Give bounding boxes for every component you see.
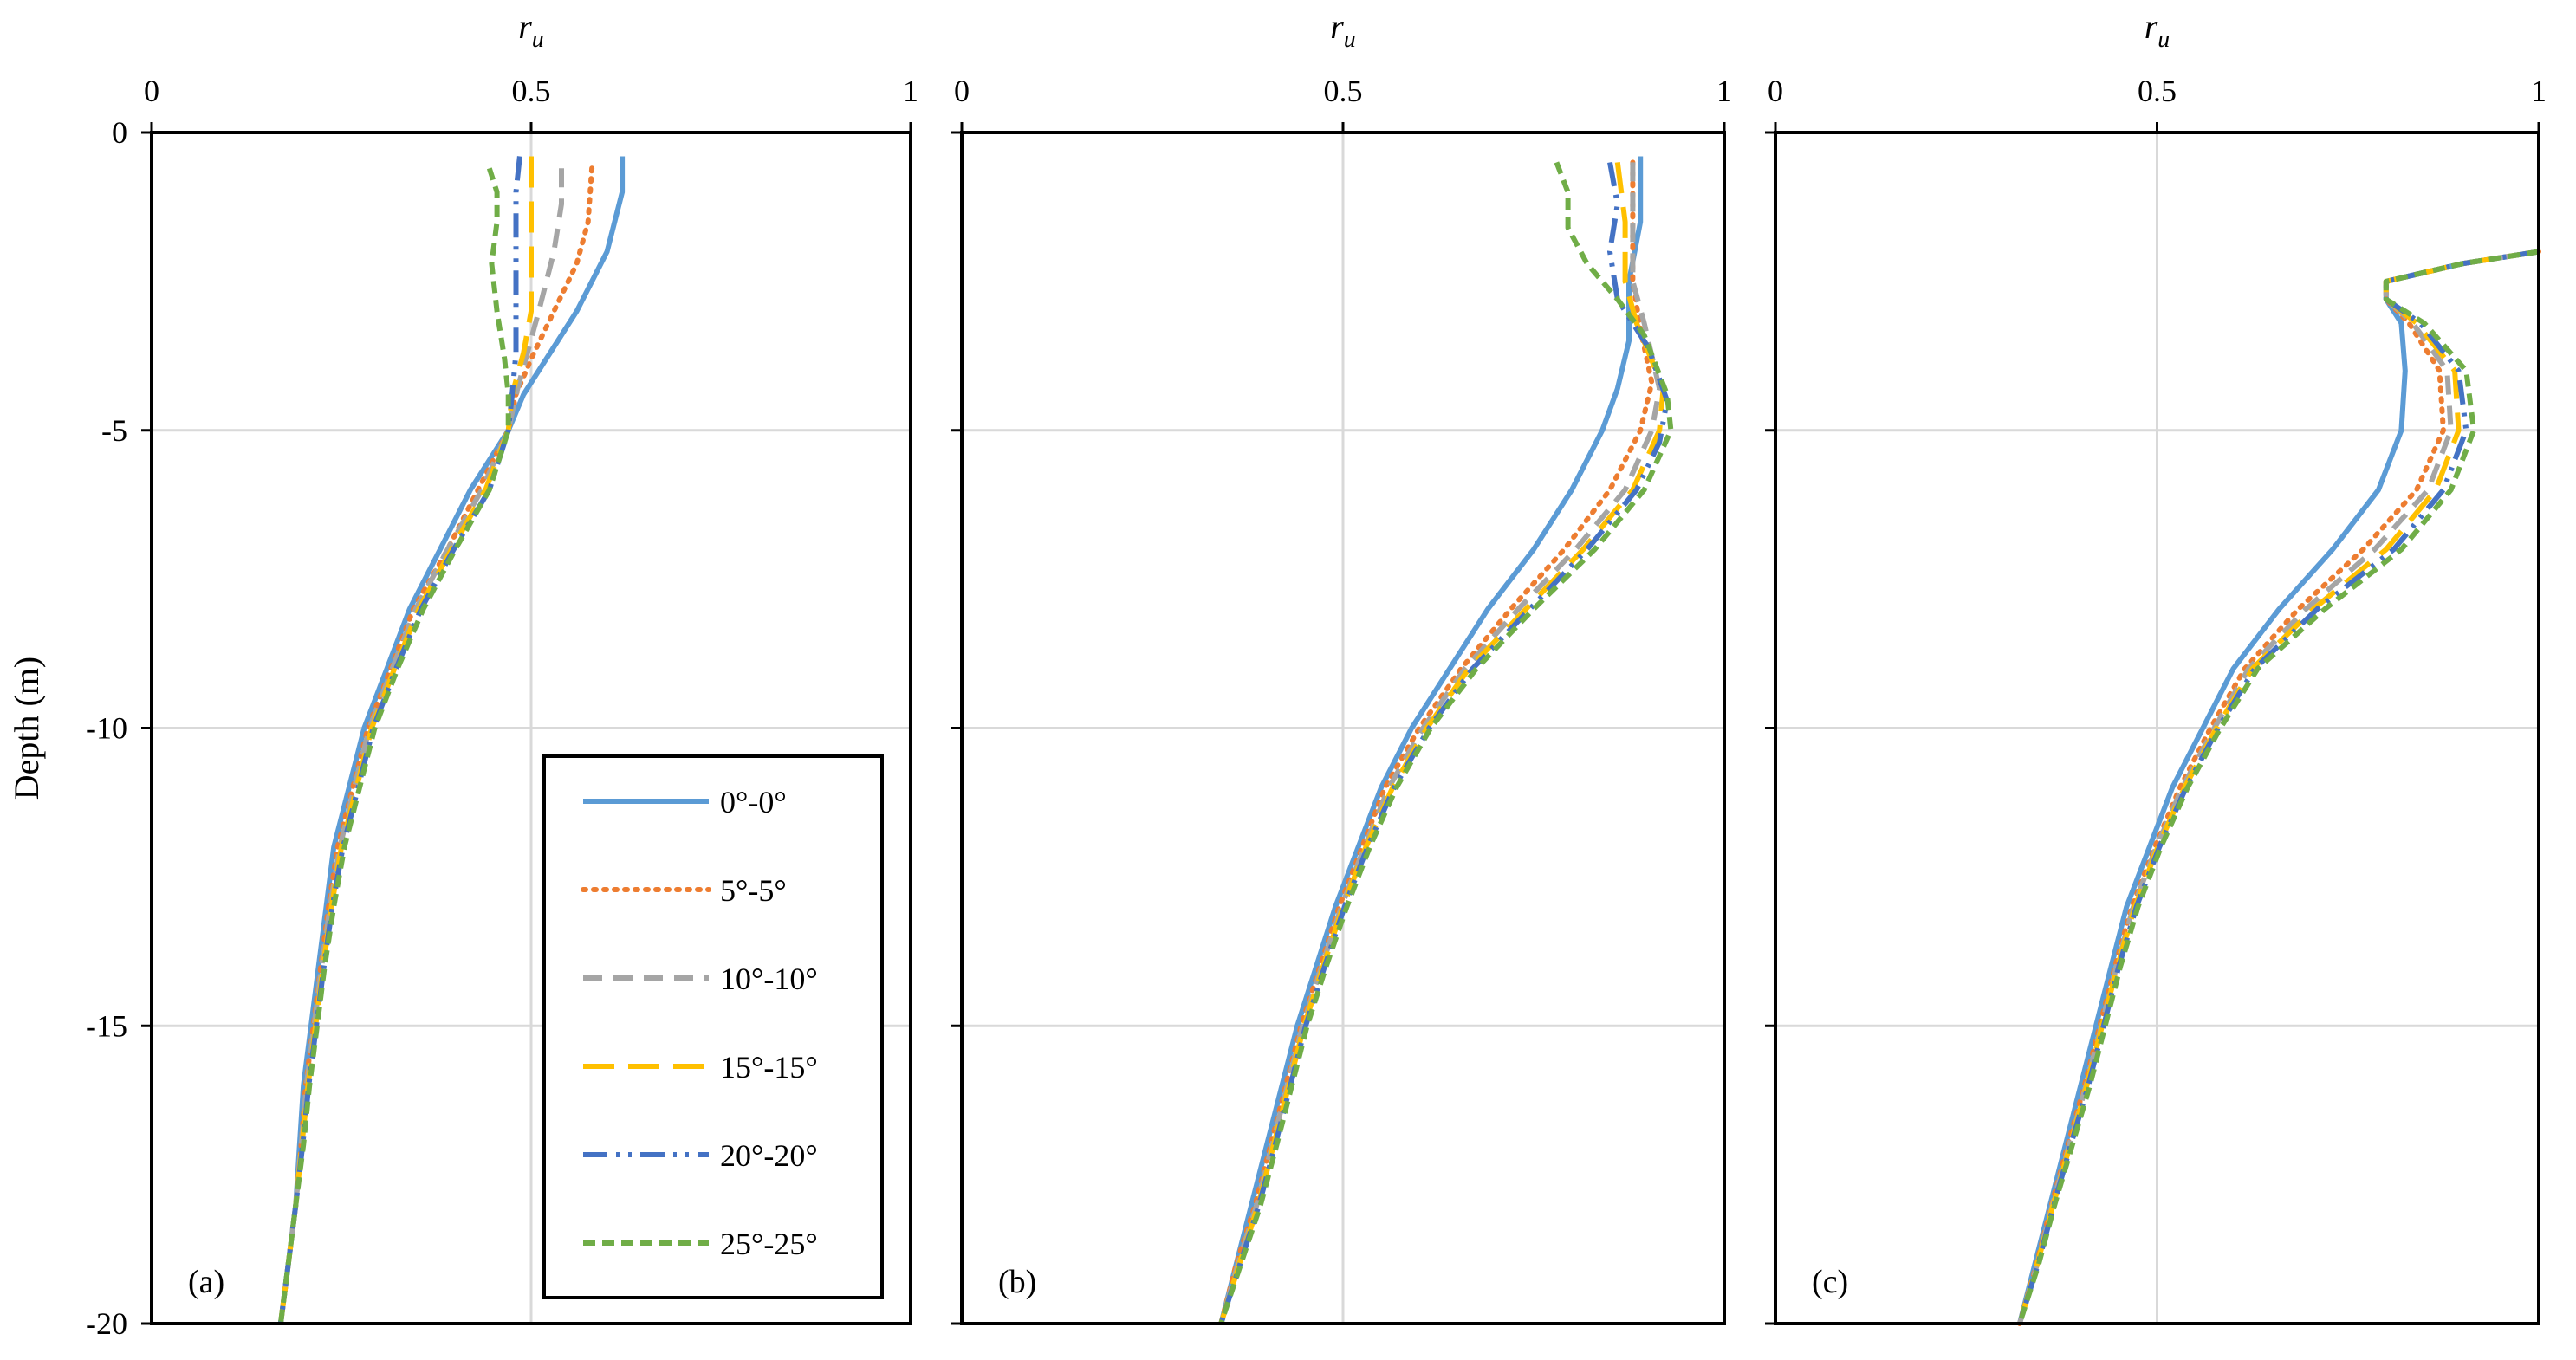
y-axis-title: Depth (m)	[7, 657, 46, 800]
x-axis-title: ru	[2145, 7, 2170, 53]
series-line-5	[277, 156, 522, 1324]
x-axis-title: ru	[1330, 7, 1356, 53]
y-tick-label: -20	[86, 1306, 127, 1341]
series-line-3	[277, 168, 564, 1324]
panel-1: 0 0.5 1 0 -5 -10 -15 -20 ru Depth (m) (a) 0°-0° 5°-5…	[7, 7, 918, 1341]
series-line-5	[1218, 161, 1670, 1324]
series-line-1	[2016, 249, 2540, 1324]
x-tick-label: 0	[144, 74, 159, 108]
y-tick-label: -15	[86, 1008, 127, 1043]
series-line-6	[277, 167, 511, 1324]
x-tick-label: 1	[903, 74, 918, 108]
series-line-3	[2017, 249, 2540, 1324]
panel-2: 0 0.5 1 ru (b)	[951, 7, 1732, 1326]
y-tick-label: -10	[86, 711, 127, 746]
panel-label: (c)	[1812, 1264, 1848, 1300]
series-line-2	[2016, 249, 2541, 1326]
x-tick-label: 0.5	[512, 74, 551, 108]
series-line-4	[2017, 249, 2540, 1324]
x-tick-label: 0	[1768, 74, 1783, 108]
legend-label-4: 15°-15°	[720, 1050, 818, 1085]
y-tick-label: 0	[112, 115, 127, 150]
series-line-1	[1218, 156, 1644, 1324]
legend-label-3: 10°-10°	[720, 962, 818, 996]
legend-box	[542, 754, 884, 1299]
series-line-3	[1218, 162, 1663, 1324]
x-tick-label: 0.5	[2138, 74, 2177, 108]
series-line-5	[2017, 249, 2540, 1324]
series-line-6	[1218, 161, 1674, 1324]
legend-label-2: 5°-5°	[720, 873, 787, 908]
panel-label: (b)	[998, 1264, 1036, 1300]
y-tick-label: -5	[101, 413, 127, 448]
x-tick-label: 1	[1716, 74, 1732, 108]
legend: 0°-0° 5°-5° 10°-10° 15°-15° 20°-20° 25°-25°	[542, 754, 884, 1299]
legend-label-6: 25°-25°	[720, 1227, 818, 1261]
legend-label-1: 0°-0°	[720, 785, 787, 819]
series-line-2	[1218, 159, 1655, 1326]
x-tick-label: 0	[954, 74, 970, 108]
series-line-4	[1218, 162, 1666, 1324]
legend-label-5: 20°-20°	[720, 1138, 818, 1173]
series-line-4	[277, 156, 534, 1324]
series-line-6	[2017, 249, 2540, 1324]
x-axis-title: ru	[518, 7, 544, 53]
x-tick-label: 1	[2531, 74, 2547, 108]
panel-label: (a)	[188, 1264, 224, 1300]
panel-3: 0 0.5 1 ru (c)	[1765, 7, 2547, 1326]
x-tick-label: 0.5	[1324, 74, 1363, 108]
